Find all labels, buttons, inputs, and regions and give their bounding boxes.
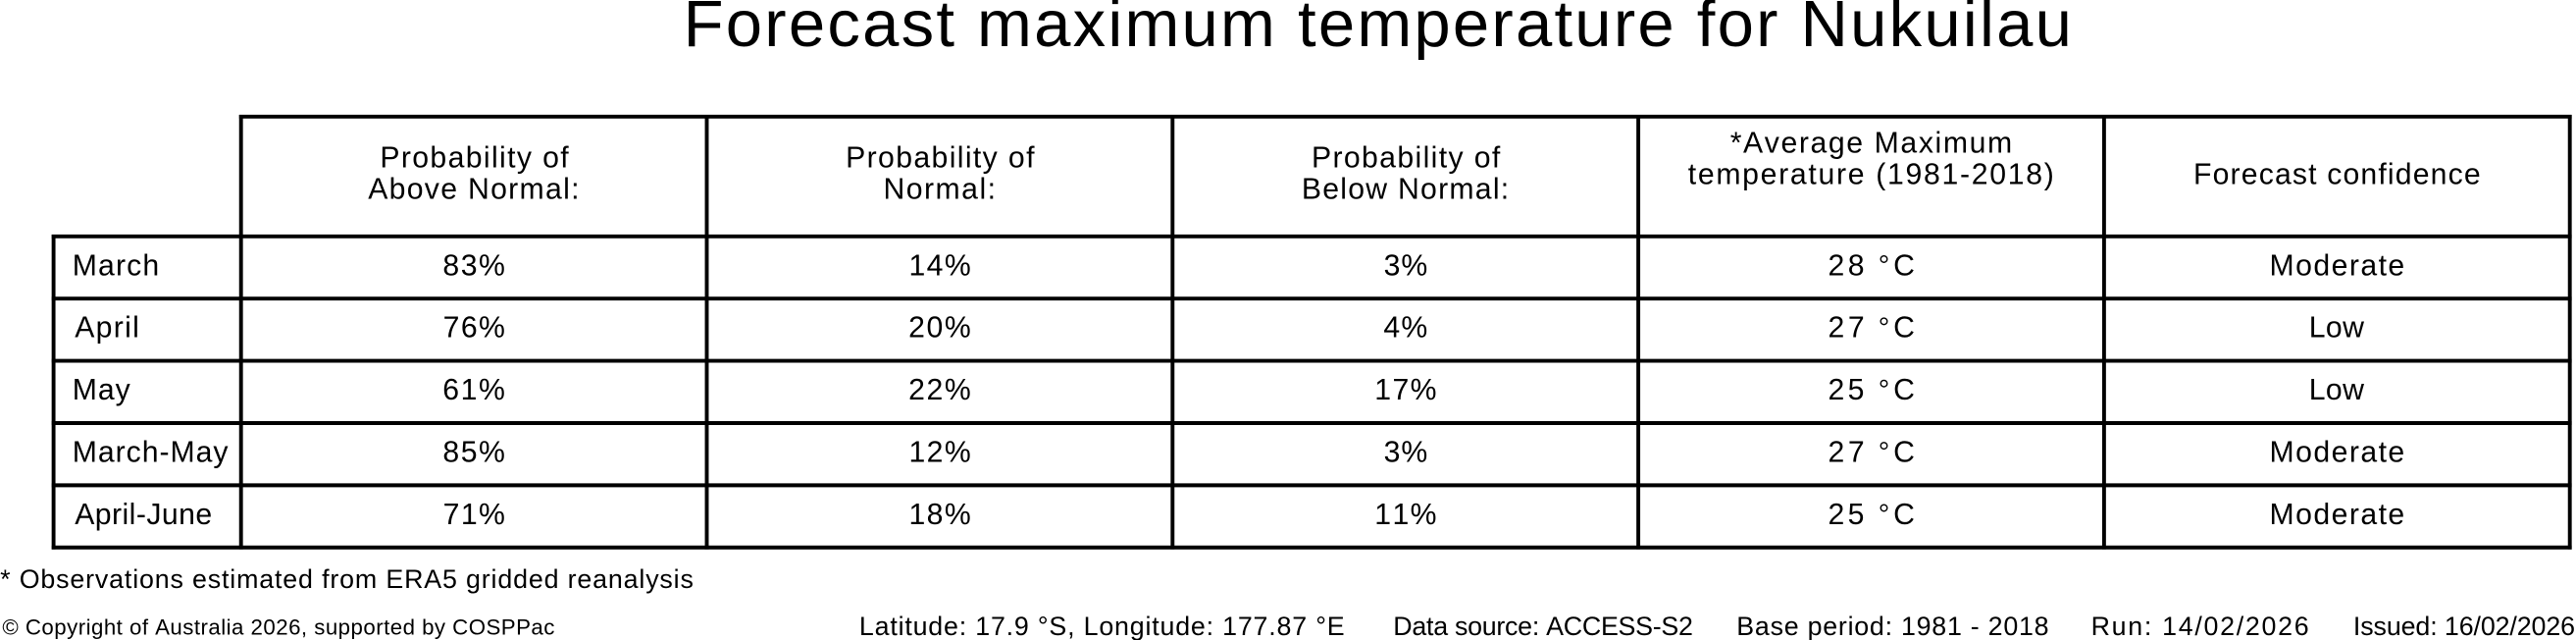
svg-text:22%: 22%: [908, 374, 972, 406]
svg-text:3%: 3%: [1384, 249, 1428, 282]
svg-text:Base period: 1981 - 2018: Base period: 1981 - 2018: [1736, 612, 2049, 640]
svg-text:11%: 11%: [1374, 499, 1438, 531]
svg-text:18%: 18%: [908, 499, 972, 531]
svg-text:14%: 14%: [908, 249, 972, 282]
svg-text:C: C: [1893, 499, 1915, 531]
svg-text:27: 27: [1828, 312, 1868, 345]
svg-text:Low: Low: [2309, 312, 2365, 345]
svg-text:Data source: ACCESS-S2: Data source: ACCESS-S2: [1393, 612, 1692, 640]
svg-text:Normal:: Normal:: [883, 174, 997, 206]
svg-text:Probability of: Probability of: [380, 142, 570, 175]
svg-text:28: 28: [1828, 249, 1867, 282]
svg-text:12%: 12%: [908, 436, 972, 468]
svg-text:Low: Low: [2309, 374, 2365, 406]
svg-text:Moderate: Moderate: [2269, 499, 2405, 531]
svg-text:4%: 4%: [1383, 312, 1428, 345]
svg-text:temperature (1981-2018): temperature (1981-2018): [1688, 159, 2056, 191]
svg-text:85%: 85%: [442, 436, 506, 468]
svg-text:Moderate: Moderate: [2269, 249, 2405, 282]
svg-text:Below Normal:: Below Normal:: [1302, 174, 1511, 206]
svg-text:76%: 76%: [443, 312, 507, 345]
svg-text:May: May: [73, 374, 131, 406]
svg-text:Probability of: Probability of: [846, 142, 1036, 175]
svg-text:C: C: [1893, 312, 1915, 345]
svg-text:83%: 83%: [442, 249, 506, 282]
svg-text:25: 25: [1828, 499, 1867, 531]
svg-text:March-May: March-May: [73, 436, 230, 468]
svg-text:20%: 20%: [908, 312, 972, 345]
svg-text:Above Normal:: Above Normal:: [368, 174, 581, 206]
svg-text:Run: 14/02/2026: Run: 14/02/2026: [2091, 612, 2311, 640]
svg-text:Moderate: Moderate: [2269, 436, 2405, 468]
svg-text:C: C: [1893, 374, 1915, 406]
svg-text:© Copyright of Australia 2026,: © Copyright of Australia 2026, supported…: [2, 615, 554, 640]
svg-text:Probability of: Probability of: [1312, 142, 1502, 175]
svg-text:Latitude: 17.9 °S, Longitude:: Latitude: 17.9 °S, Longitude: 177.87 °E: [859, 612, 1346, 640]
svg-text:C: C: [1893, 249, 1915, 282]
svg-text:April: April: [75, 312, 140, 345]
svg-text:March: March: [73, 249, 161, 282]
svg-text:April-June: April-June: [75, 499, 212, 531]
svg-text:Forecast maximum temperature f: Forecast maximum temperature for Nukuila…: [684, 0, 2075, 61]
svg-text:*Average Maximum: *Average Maximum: [1730, 128, 2014, 160]
svg-text:Forecast confidence: Forecast confidence: [2193, 159, 2482, 191]
svg-text:17%: 17%: [1374, 374, 1438, 406]
svg-text:Issued: 16/02/2026: Issued: 16/02/2026: [2353, 612, 2575, 640]
svg-text:61%: 61%: [442, 374, 506, 406]
svg-text:3%: 3%: [1384, 436, 1428, 468]
svg-text:25: 25: [1828, 374, 1867, 406]
svg-text:* Observations estimated from: * Observations estimated from ERA5 gridd…: [0, 564, 695, 594]
svg-text:71%: 71%: [443, 499, 507, 531]
svg-text:C: C: [1893, 436, 1915, 468]
svg-text:27: 27: [1828, 436, 1868, 468]
